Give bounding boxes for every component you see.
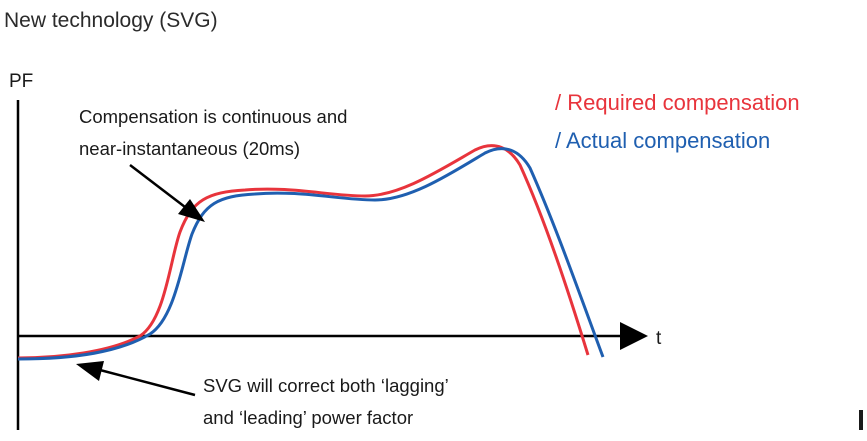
required-compensation-curve — [17, 144, 590, 360]
y-axis-label: PF — [9, 71, 33, 92]
actual-compensation-curve — [17, 147, 605, 361]
x-axis-arrowhead — [620, 322, 648, 350]
annotation-top-line1: Compensation is continuous and — [79, 106, 347, 127]
annotation-bottom-arrow-line — [99, 368, 196, 397]
legend-required: / Required compensation — [555, 90, 800, 115]
annotation-top-arrowhead — [178, 199, 205, 222]
annotation-bottom-line1: SVG will correct both ‘lagging’ — [203, 375, 449, 396]
legend-actual: / Actual compensation — [555, 128, 770, 153]
annotation-top-line2: near-instantaneous (20ms) — [79, 138, 300, 159]
frame-edge-mark — [859, 410, 863, 430]
x-axis-label: t — [656, 328, 662, 349]
diagram-title: New technology (SVG) — [4, 9, 218, 32]
annotation-bottom-line2: and ‘leading’ power factor — [203, 407, 413, 428]
annotation-bottom-arrowhead — [76, 361, 104, 381]
annotation-top-arrow-line — [129, 164, 186, 208]
